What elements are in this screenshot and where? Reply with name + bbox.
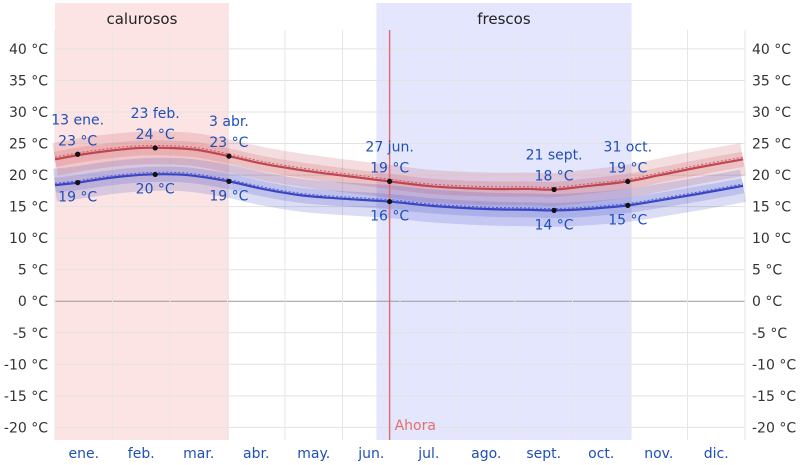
month-label: mar. (183, 446, 214, 462)
annotation-point (152, 171, 158, 178)
now-label: Ahora (395, 418, 436, 434)
month-label: ene. (68, 446, 99, 462)
y-tick-right: 35 °C (752, 73, 791, 89)
y-tick-right: -20 °C (752, 420, 796, 436)
annotation-point (625, 202, 631, 208)
y-tick-right: -15 °C (752, 389, 796, 405)
annotation-date: 31 oct. (604, 139, 652, 155)
y-tick-left: 10 °C (9, 231, 48, 247)
annotation-point (387, 198, 393, 205)
annotation-points (75, 145, 631, 213)
annotation-value: 19 °C (370, 160, 409, 176)
y-tick-right: 40 °C (752, 42, 791, 58)
annotation-point (551, 207, 557, 213)
annotation-point (152, 145, 158, 151)
annotation-value: 24 °C (136, 127, 175, 143)
y-tick-left: 0 °C (18, 294, 48, 310)
y-tick-right: 25 °C (752, 137, 791, 153)
annotation-point (226, 153, 232, 159)
annotation-value: 23 °C (209, 135, 248, 151)
annotation-value: 19 °C (58, 190, 97, 206)
annotation-point (75, 151, 81, 157)
series-0-dotted-line (54, 144, 744, 188)
y-tick-left: 25 °C (9, 137, 48, 153)
month-label: sept. (526, 446, 561, 462)
annotation-date: 27 jun. (365, 139, 413, 155)
annotation-value: 14 °C (535, 217, 574, 233)
month-label: dic. (704, 446, 729, 462)
annotation-value: 19 °C (608, 160, 647, 176)
y-tick-right: 5 °C (752, 263, 782, 279)
y-tick-left: 30 °C (9, 105, 48, 121)
annotation-value: 15 °C (608, 212, 647, 228)
y-tick-left: -20 °C (4, 420, 48, 436)
y-tick-left: 20 °C (9, 168, 48, 184)
annotation-date: 3 abr. (209, 114, 249, 130)
annotation-value: 20 °C (136, 181, 175, 197)
now-marker: Ahora (388, 30, 436, 440)
month-label: ago. (471, 446, 501, 462)
y-tick-right: 20 °C (752, 168, 791, 184)
annotation-point (551, 186, 557, 193)
axes: 40 °C 40 °C 35 °C 35 °C 30 °C 30 °C 25 °C 25 °C… (4, 42, 796, 462)
y-tick-right: -5 °C (752, 326, 787, 342)
annotation-point (226, 178, 232, 184)
annotation-value: 18 °C (535, 169, 574, 185)
month-label: may. (297, 446, 330, 462)
annotation-date: 13 ene. (51, 112, 104, 128)
month-label: nov. (644, 446, 673, 462)
month-label: feb. (128, 446, 155, 462)
y-tick-right: 10 °C (752, 231, 791, 247)
month-label: jun. (357, 446, 384, 462)
season-band-0 (55, 3, 229, 440)
annotation-value: 19 °C (209, 188, 248, 204)
y-tick-left: 5 °C (18, 263, 48, 279)
annotations: 13 ene. 23 °C 19 °C 23 feb. 24 °C 20 °C 3 abr.… (51, 106, 652, 233)
y-tick-left: 15 °C (9, 200, 48, 216)
annotation-date: 21 sept. (526, 148, 583, 164)
annotation-date: 23 feb. (131, 106, 180, 122)
y-tick-right: 0 °C (752, 294, 782, 310)
month-label: oct. (588, 446, 614, 462)
y-tick-left: -15 °C (4, 389, 48, 405)
season-label: frescos (477, 10, 531, 28)
season-bands: calurosos frescos (55, 3, 632, 440)
annotation-point (387, 178, 393, 184)
y-tick-left: -5 °C (13, 326, 48, 342)
y-tick-right: 30 °C (752, 105, 791, 121)
annotation-value: 16 °C (370, 209, 409, 225)
annotation-value: 23 °C (58, 133, 97, 149)
series-0-line (54, 146, 744, 191)
y-tick-left: -10 °C (4, 357, 48, 373)
season-label: calurosos (106, 10, 177, 28)
month-label: jul. (417, 446, 439, 462)
annotation-point (75, 180, 81, 186)
season-band-1 (376, 3, 632, 440)
month-label: abr. (243, 446, 269, 462)
y-tick-left: 35 °C (9, 73, 48, 89)
y-tick-left: 40 °C (9, 42, 48, 58)
y-tick-right: 15 °C (752, 200, 791, 216)
y-tick-right: -10 °C (752, 357, 796, 373)
annotation-point (625, 178, 631, 184)
